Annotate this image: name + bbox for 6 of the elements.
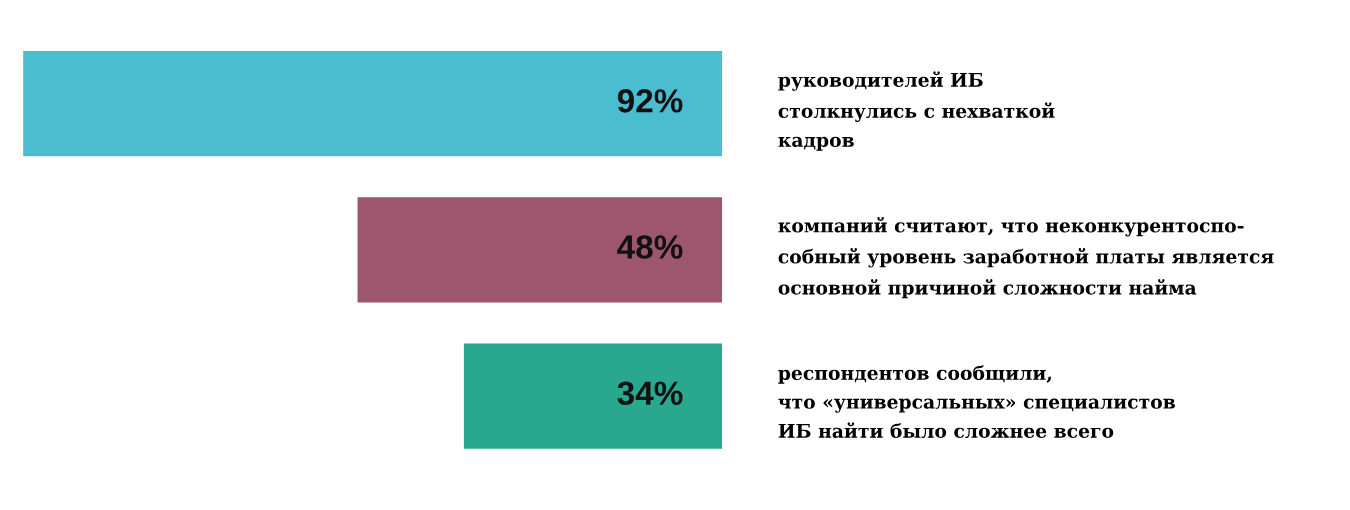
y-tick-label: руководителей ИБ столкнулись с нехваткой кадров	[778, 71, 1055, 151]
data-label: 48%	[617, 235, 683, 259]
data-label: 34%	[617, 381, 683, 406]
y-tick-label: компаний считают, что неконкурентоспо- собный уровень заработной платы является основной причиной сложности найма	[778, 216, 1274, 299]
data-label: 92%	[617, 89, 683, 113]
y-tick-label: респондентов сообщили, что «универсальных» специалистов ИБ найти было сложнее всего	[778, 365, 1175, 438]
